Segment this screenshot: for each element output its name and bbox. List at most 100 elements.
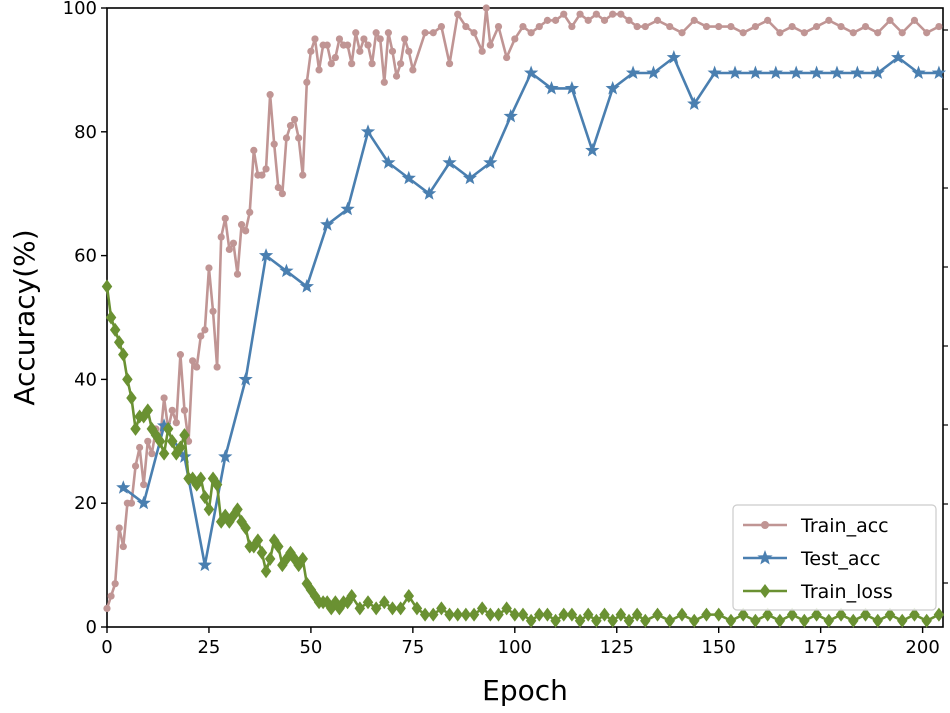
data-point	[256, 545, 268, 560]
data-point	[346, 589, 357, 604]
data-point	[233, 270, 242, 278]
data-point	[485, 607, 496, 622]
data-point	[701, 607, 712, 622]
data-point	[199, 490, 211, 505]
legend-label: Test_acc	[800, 548, 880, 570]
data-point	[372, 29, 380, 37]
data-point	[445, 60, 454, 68]
data-point	[891, 50, 906, 64]
data-point	[201, 326, 209, 334]
data-point	[397, 60, 405, 68]
data-point	[154, 434, 166, 449]
data-point	[935, 22, 943, 31]
data-point	[535, 22, 543, 31]
data-point	[688, 613, 700, 628]
data-point	[437, 22, 445, 31]
data-point	[335, 35, 344, 43]
data-point	[837, 22, 845, 31]
data-point	[429, 29, 437, 37]
data-point	[109, 322, 121, 337]
data-point	[116, 480, 131, 494]
data-point	[874, 29, 882, 37]
data-point	[140, 481, 148, 489]
data-point	[462, 22, 470, 31]
data-point	[238, 371, 253, 386]
data-point	[452, 607, 463, 622]
data-point	[523, 65, 539, 80]
data-point	[119, 542, 127, 551]
data-point	[205, 264, 213, 272]
data-point	[623, 613, 635, 628]
data-point	[307, 47, 315, 55]
data-point	[641, 22, 649, 31]
x-tick-label: 50	[299, 637, 322, 658]
data-point	[111, 580, 119, 588]
data-point	[560, 10, 568, 18]
series-test-acc	[116, 50, 947, 572]
data-point	[148, 450, 156, 458]
data-point	[136, 443, 144, 452]
data-point	[750, 613, 761, 628]
data-point	[381, 155, 396, 169]
x-tick-label: 150	[702, 637, 736, 658]
data-point	[687, 96, 702, 111]
data-point	[676, 607, 688, 622]
data-point	[829, 65, 845, 80]
x-tick-label: 75	[401, 637, 424, 658]
data-point	[615, 607, 627, 622]
data-point	[527, 29, 535, 37]
data-point	[737, 607, 749, 622]
data-point	[113, 335, 125, 350]
data-point	[633, 22, 641, 31]
y-tick-label: 60	[74, 246, 97, 267]
data-point	[303, 78, 311, 86]
data-point	[395, 601, 406, 616]
data-point	[297, 551, 308, 566]
data-point	[609, 10, 617, 18]
legend-entry: Train_loss	[743, 581, 893, 603]
data-point	[789, 65, 804, 80]
legend-entry: Train_acc	[743, 515, 889, 537]
data-point	[320, 217, 335, 231]
data-point	[217, 233, 225, 241]
x-tick-label: 125	[600, 637, 634, 658]
legend: Train_acc Test_acc Train_loss	[732, 504, 937, 611]
legend-marker	[761, 521, 769, 529]
data-point	[278, 190, 286, 198]
data-point	[327, 60, 335, 68]
y-tick-label: 80	[74, 122, 97, 143]
data-point	[870, 65, 885, 80]
data-point	[436, 601, 447, 616]
data-point	[419, 607, 431, 622]
data-point	[483, 155, 498, 169]
data-point	[380, 78, 388, 86]
data-point	[786, 607, 798, 622]
data-point	[800, 29, 808, 37]
data-point	[872, 613, 884, 628]
data-point	[323, 41, 331, 49]
data-point	[727, 22, 735, 31]
data-point	[591, 613, 602, 628]
data-point	[286, 122, 295, 130]
data-point	[344, 41, 352, 49]
data-point	[189, 357, 197, 365]
data-point	[640, 613, 651, 628]
data-point	[179, 428, 190, 443]
data-point	[566, 607, 578, 622]
data-point	[352, 29, 360, 37]
x-tick-label: 100	[498, 637, 532, 658]
data-point	[262, 165, 270, 173]
data-point	[564, 80, 580, 95]
data-point	[666, 50, 681, 64]
data-point	[476, 601, 488, 616]
data-point	[331, 53, 339, 62]
data-point	[774, 613, 786, 628]
data-point	[162, 421, 174, 436]
data-point	[172, 419, 180, 427]
data-point	[270, 140, 278, 148]
legend-label: Train_loss	[800, 581, 893, 603]
data-point	[176, 351, 185, 359]
data-point	[260, 564, 272, 579]
data-point	[177, 449, 192, 463]
data-point	[175, 440, 186, 455]
